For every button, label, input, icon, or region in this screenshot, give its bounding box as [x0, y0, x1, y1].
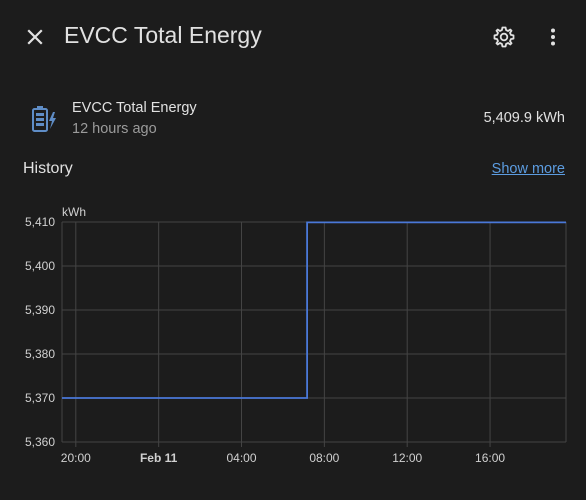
settings-button[interactable]	[484, 17, 524, 57]
y-unit-label: kWh	[62, 205, 86, 219]
history-chart[interactable]: 5,360 5,370 5,380 5,390 5,400 5,410 20:00 Feb 1…	[0, 195, 586, 475]
x-tick-label: 08:00	[309, 451, 339, 465]
x-tick-label: 20:00	[61, 451, 91, 465]
close-icon	[27, 29, 43, 45]
gear-icon	[493, 26, 515, 48]
entity-state-row: EVCC Total Energy 12 hours ago 5,409.9 k…	[0, 92, 586, 146]
dialog-header: EVCC Total Energy	[0, 0, 586, 72]
entity-last-changed: 12 hours ago	[72, 121, 157, 137]
close-button[interactable]	[15, 17, 55, 57]
x-tick-label: 16:00	[475, 451, 505, 465]
show-more-link[interactable]: Show more	[491, 161, 565, 177]
y-tick-label: 5,410	[25, 215, 55, 229]
entity-name: EVCC Total Energy	[72, 100, 197, 116]
series-line[interactable]	[62, 221, 566, 399]
y-tick-label: 5,390	[25, 303, 55, 317]
battery-charging-icon	[32, 106, 56, 132]
history-heading: History	[23, 160, 73, 177]
more-options-button[interactable]	[533, 17, 573, 57]
y-tick-label: 5,380	[25, 347, 55, 361]
entity-state-value: 5,409.9 kWh	[483, 110, 565, 126]
y-tick-label: 5,360	[25, 435, 55, 449]
x-tick-label: 04:00	[226, 451, 256, 465]
more-vertical-icon	[551, 28, 555, 46]
y-tick-label: 5,400	[25, 259, 55, 273]
dialog-title: EVCC Total Energy	[64, 22, 262, 48]
y-tick-label: 5,370	[25, 391, 55, 405]
x-tick-label: Feb 11	[140, 451, 178, 465]
x-tick-label: 12:00	[392, 451, 422, 465]
